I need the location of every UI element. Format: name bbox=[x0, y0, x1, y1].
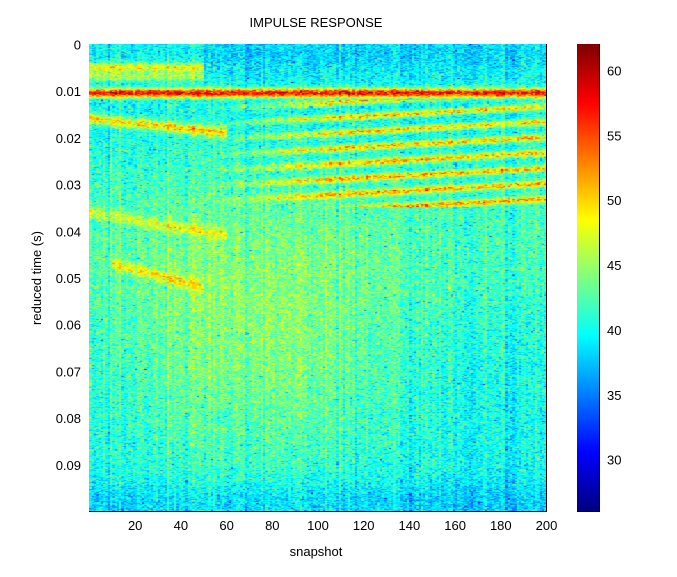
chart-title: IMPULSE RESPONSE bbox=[250, 15, 383, 30]
y-tick-label: 0.03 bbox=[56, 178, 81, 193]
x-tick-label: 100 bbox=[307, 518, 329, 533]
y-axis-label: reduced time (s) bbox=[29, 231, 44, 325]
x-tick-label: 120 bbox=[353, 518, 375, 533]
y-tick-label: 0.05 bbox=[56, 271, 81, 286]
y-tick-label: 0.08 bbox=[56, 411, 81, 426]
y-tick-label: 0.01 bbox=[56, 84, 81, 99]
x-tick-label: 80 bbox=[265, 518, 279, 533]
x-tick-label: 140 bbox=[399, 518, 421, 533]
colorbar-tick-label: 60 bbox=[607, 63, 621, 78]
colorbar-tick-label: 55 bbox=[607, 128, 621, 143]
colorbar bbox=[577, 44, 599, 511]
x-tick-label: 40 bbox=[174, 518, 188, 533]
x-tick-label: 160 bbox=[444, 518, 466, 533]
colorbar-axis: 30 35 40 45 50 55 60 bbox=[577, 63, 621, 468]
y-tick-label: 0 bbox=[74, 38, 81, 53]
x-axis: 20 40 60 80 100 120 140 160 180 200 bbox=[128, 44, 557, 533]
x-tick-label: 200 bbox=[536, 518, 558, 533]
x-tick-label: 180 bbox=[490, 518, 512, 533]
colorbar-tick-label: 50 bbox=[607, 193, 621, 208]
x-axis-label: snapshot bbox=[290, 544, 343, 559]
heatmap-plot-area bbox=[89, 44, 546, 511]
colorbar-tick-label: 35 bbox=[607, 388, 621, 403]
colorbar-tick-label: 45 bbox=[607, 258, 621, 273]
y-tick-label: 0.06 bbox=[56, 318, 81, 333]
y-tick-label: 0.07 bbox=[56, 364, 81, 379]
y-tick-label: 0.02 bbox=[56, 131, 81, 146]
x-tick-label: 20 bbox=[128, 518, 142, 533]
x-tick-label: 60 bbox=[219, 518, 233, 533]
y-tick-label: 0.09 bbox=[56, 458, 81, 473]
colorbar-tick-label: 40 bbox=[607, 323, 621, 338]
y-tick-label: 0.04 bbox=[56, 224, 81, 239]
colorbar-tick-label: 30 bbox=[607, 453, 621, 468]
